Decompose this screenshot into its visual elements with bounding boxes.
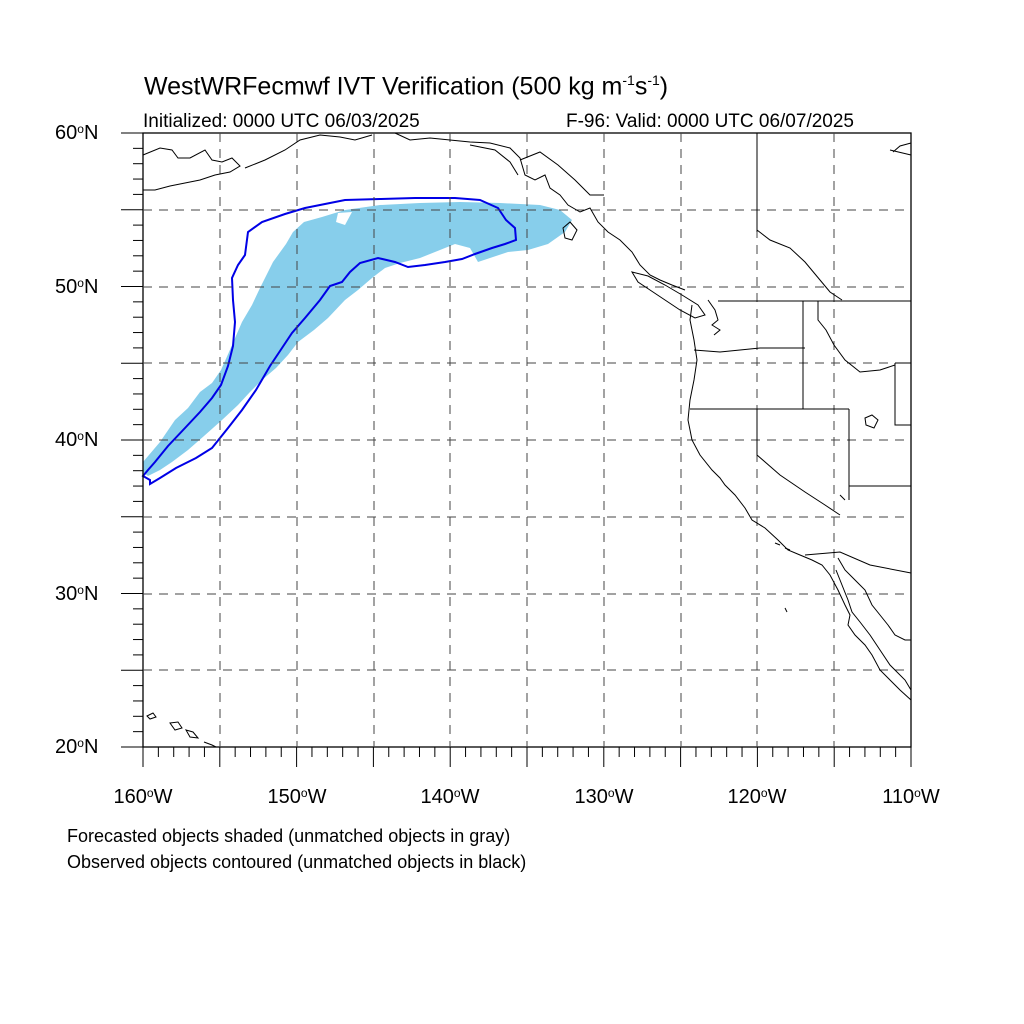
initialized-time: Initialized: 0000 UTC 06/03/2025 — [143, 111, 420, 132]
observed-ivt-contour — [141, 197, 518, 486]
lat-label-20: 20oN — [55, 736, 99, 758]
lat-label-30: 30oN — [55, 583, 99, 605]
political-borders — [690, 133, 912, 574]
coastlines — [142, 132, 912, 748]
lon-label-140: 140oW — [420, 786, 480, 808]
valid-time: F-96: Valid: 0000 UTC 06/07/2025 — [566, 111, 854, 132]
forecast-object-gap — [336, 212, 352, 225]
lon-label-130: 130oW — [574, 786, 634, 808]
note-observed: Observed objects contoured (unmatched ob… — [67, 852, 527, 872]
axis-ticks — [121, 132, 912, 767]
lon-label-160: 160oW — [113, 786, 173, 808]
forecast-ivt-object — [143, 202, 572, 476]
lon-label-110: 110oW — [882, 786, 940, 808]
lat-label-60: 60oN — [55, 122, 99, 144]
chart-title: WestWRFecmwf IVT Verification (500 kg m-… — [144, 72, 669, 101]
gridlines — [143, 133, 911, 747]
lat-label-40: 40oN — [55, 429, 99, 451]
lon-label-150: 150oW — [267, 786, 327, 808]
lat-label-50: 50oN — [55, 276, 99, 298]
note-forecast: Forecasted objects shaded (unmatched obj… — [67, 826, 511, 846]
lon-label-120: 120oW — [727, 786, 787, 808]
